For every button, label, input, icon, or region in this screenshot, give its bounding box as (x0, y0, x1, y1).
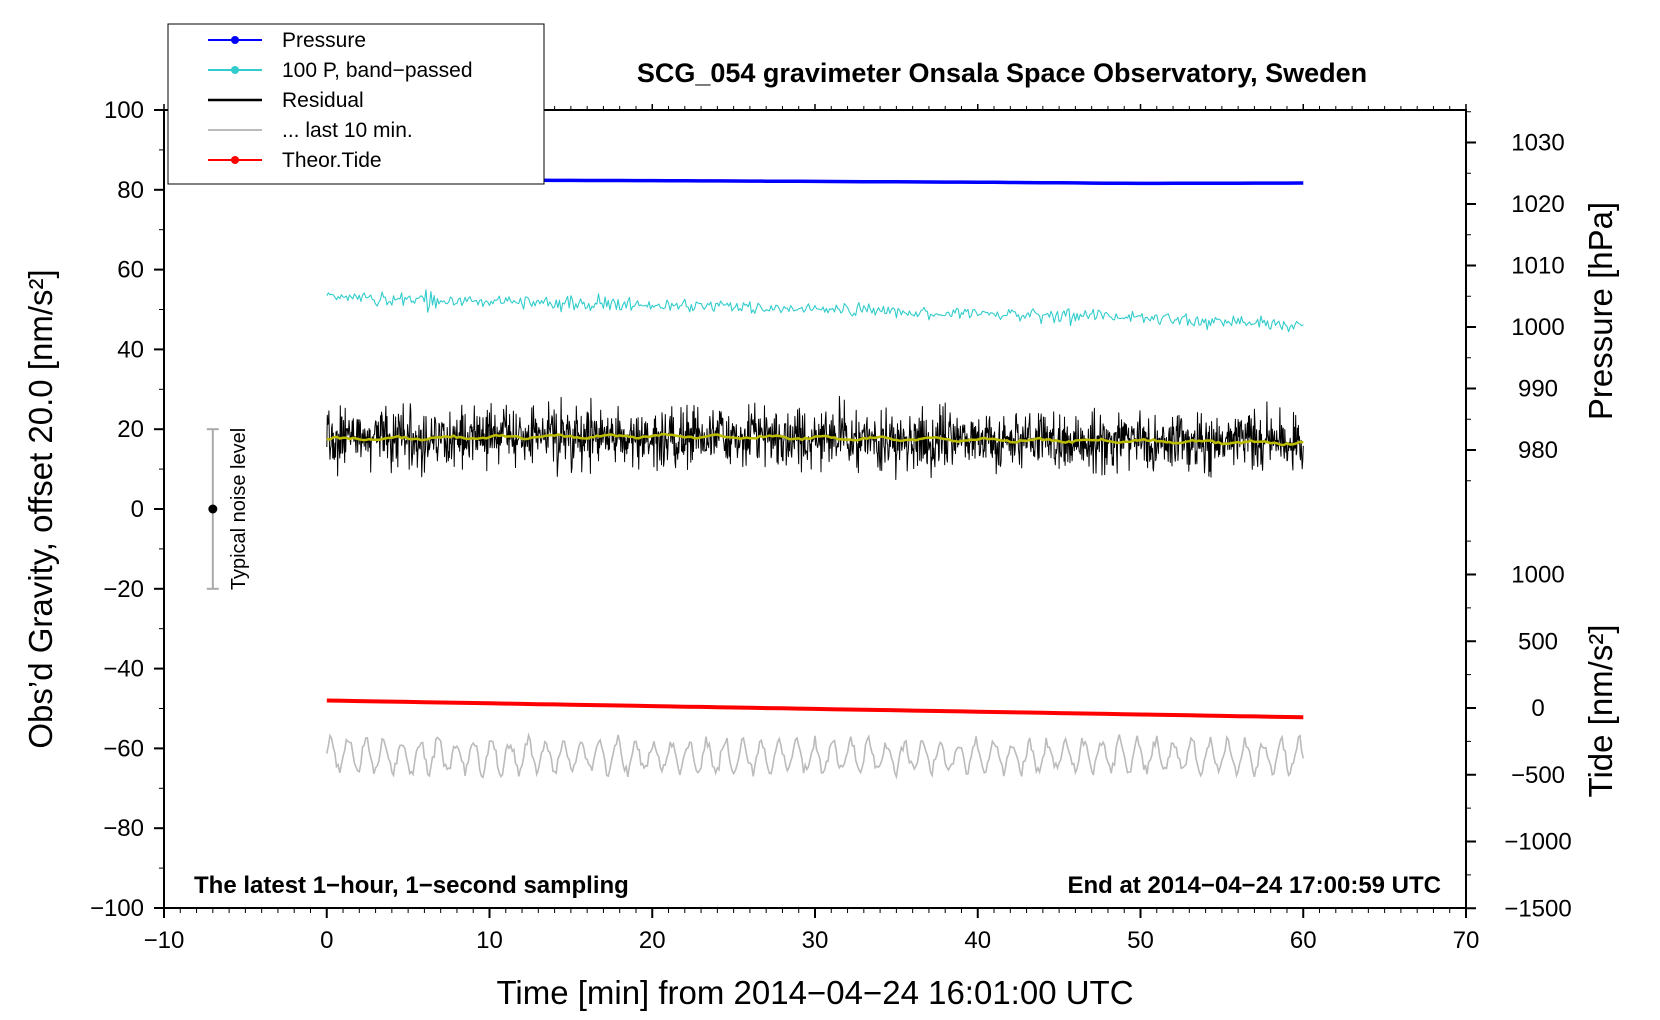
series-line (326, 289, 1304, 333)
legend: Pressure 100 P, band−passed Residual ... la… (167, 23, 545, 185)
x-tick-label: 70 (1453, 927, 1480, 954)
y-tide-tick-label: 500 (1518, 628, 1558, 655)
legend-swatch-marker (231, 36, 239, 44)
legend-label: ... last 10 min. (282, 119, 413, 142)
x-tick-label: −10 (144, 927, 185, 954)
y-pressure-tick-label: 1010 (1511, 253, 1564, 280)
legend-swatch-marker (231, 66, 239, 74)
noise-bar-label: Typical noise level (228, 428, 250, 590)
y-tide-tick-label: −1000 (1504, 829, 1571, 856)
y-pressure-tick-label: 1020 (1511, 191, 1564, 218)
x-tick-label: 60 (1290, 927, 1317, 954)
y-axis-title-tide: Tide [nm/s²] (1582, 625, 1619, 798)
y-left-tick-label: −60 (103, 735, 144, 762)
y-axis-title-pressure: Pressure [hPa] (1582, 202, 1619, 420)
note-end-time: End at 2014−04−24 17:00:59 UTC (1067, 872, 1441, 899)
y-left-tick-label: −100 (90, 895, 144, 922)
minor-ticks (159, 106, 1471, 913)
legend-entries: Pressure 100 P, band−passed Residual ... la… (208, 29, 473, 172)
noise-level-marker: Typical noise level (206, 428, 250, 590)
y-left-tick-label: −80 (103, 815, 144, 842)
x-axis-title: Time [min] from 2014−04−24 16:01:00 UTC (496, 974, 1133, 1011)
noise-bar-point (208, 504, 218, 514)
y-left-tick-label: 40 (117, 336, 144, 363)
y-left-tick-label: 0 (131, 496, 144, 523)
y-left-tick-label: 80 (117, 177, 144, 204)
y-tide-tick-label: 1000 (1511, 562, 1564, 589)
legend-swatch-marker (231, 156, 239, 164)
x-tick-label: 20 (639, 927, 666, 954)
y-left-tick-label: 100 (104, 97, 144, 124)
note-sampling: The latest 1−hour, 1−second sampling (194, 872, 629, 899)
x-tick-label: 50 (1127, 927, 1154, 954)
legend-label: Residual (282, 89, 364, 112)
series-line (326, 395, 1304, 480)
legend-box (167, 23, 545, 185)
y-tide-tick-label: 0 (1531, 695, 1544, 722)
x-tick-label: 0 (320, 927, 333, 954)
y-left-tick-label: 60 (117, 257, 144, 284)
y-axis-title-left: Obs’d Gravity, offset 20.0 [nm/s²] (22, 269, 59, 748)
y-tide-tick-label: −500 (1511, 762, 1565, 789)
x-tick-label: 40 (964, 927, 991, 954)
y-left-tick-label: 20 (117, 416, 144, 443)
y-pressure-tick-label: 980 (1518, 437, 1558, 464)
y-tide-tick-label: −1500 (1504, 895, 1571, 922)
y-pressure-tick-label: 990 (1518, 376, 1558, 403)
y-pressure-tick-label: 1030 (1511, 130, 1564, 157)
series-last-10-min (326, 732, 1305, 780)
x-tick-label: 10 (476, 927, 503, 954)
legend-label: Theor.Tide (282, 149, 382, 172)
tick-layer: −10 0 10 20 30 40 50 60 70100806040200−20−40−60−… (90, 97, 1572, 954)
chart-title: SCG_054 gravimeter Onsala Space Observat… (637, 58, 1367, 88)
y-left-tick-label: −20 (103, 576, 144, 603)
plot-frame (163, 109, 1467, 909)
y-pressure-tick-label: 1000 (1511, 314, 1564, 341)
series-layer (326, 178, 1305, 780)
x-tick-label: 30 (802, 927, 829, 954)
y-left-tick-label: −40 (103, 656, 144, 683)
series-smoothed-residual (326, 432, 1304, 447)
series-line (326, 698, 1304, 720)
legend-label: Pressure (282, 29, 366, 52)
legend-label: 100 P, band−passed (282, 59, 473, 82)
